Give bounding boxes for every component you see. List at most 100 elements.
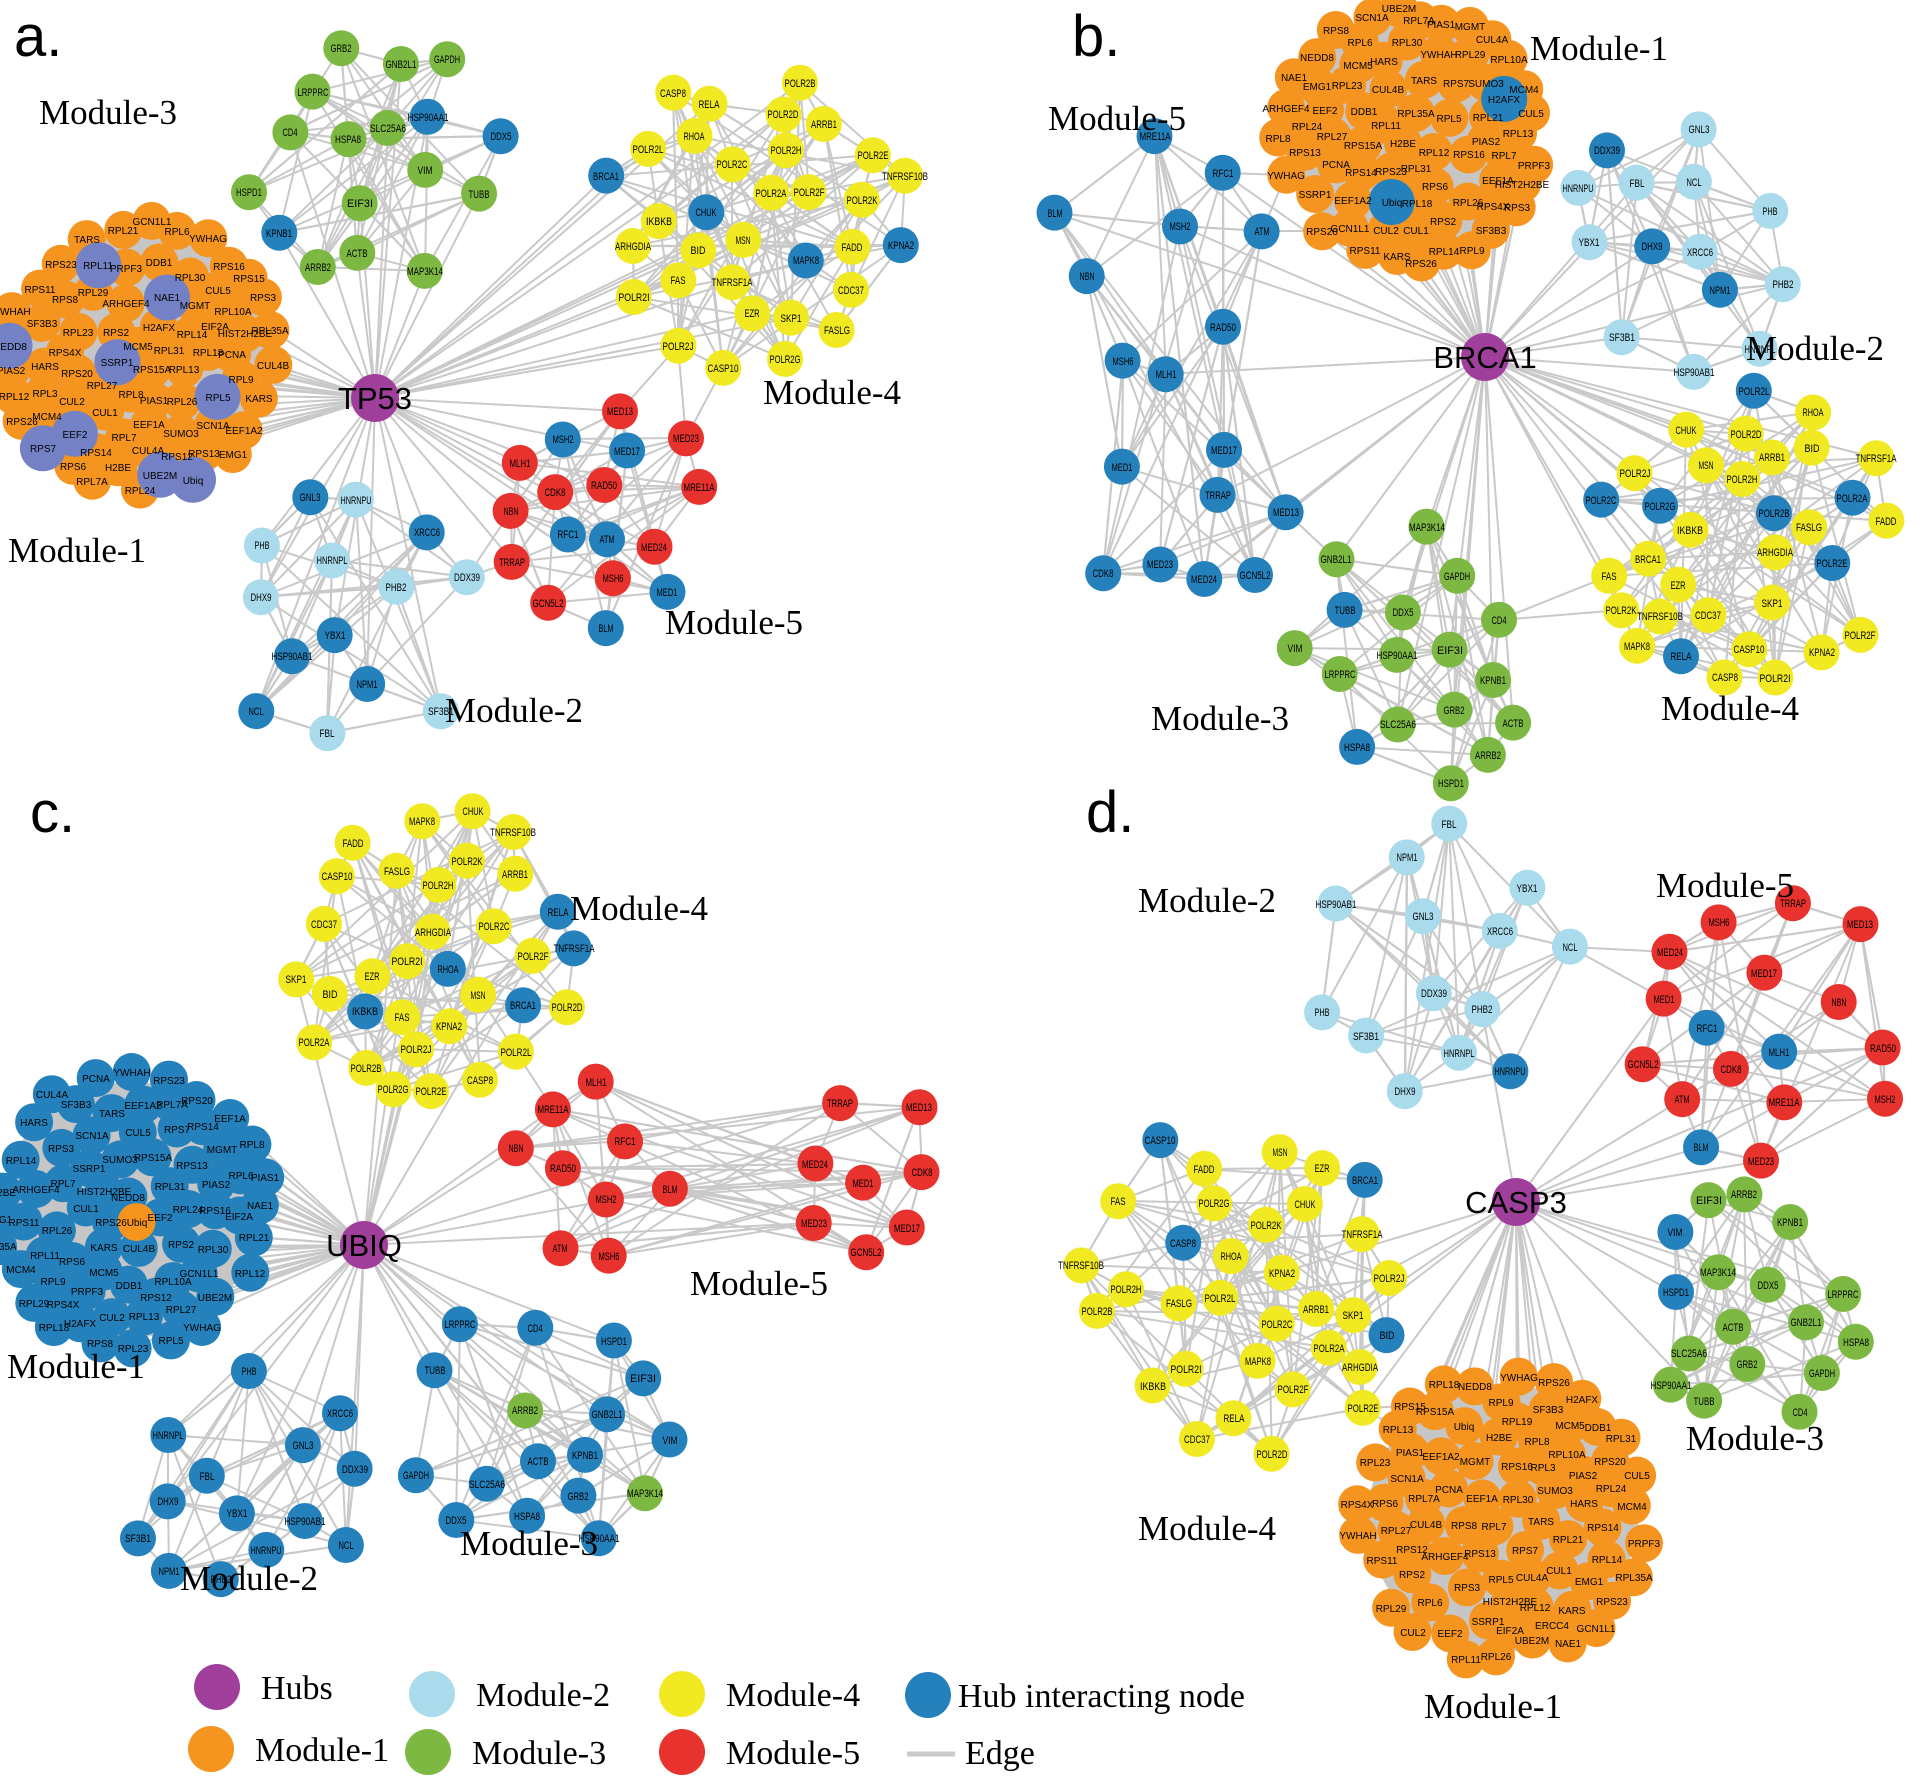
svg-text:RPL23: RPL23 xyxy=(1332,81,1363,92)
svg-text:NPM1: NPM1 xyxy=(1397,852,1418,864)
svg-text:POLR2B: POLR2B xyxy=(785,78,816,90)
svg-text:RPL29: RPL29 xyxy=(19,1299,50,1310)
svg-text:RPL18: RPL18 xyxy=(1402,199,1433,210)
svg-text:DDB1: DDB1 xyxy=(116,1281,143,1292)
svg-text:ARRB2: ARRB2 xyxy=(1731,1189,1757,1201)
svg-text:RPS20: RPS20 xyxy=(1594,1457,1626,1468)
svg-text:HNRNPL: HNRNPL xyxy=(1444,1048,1475,1060)
svg-text:FASLG: FASLG xyxy=(1166,1298,1192,1310)
svg-text:RPL3: RPL3 xyxy=(1530,1463,1555,1474)
svg-text:KPNB1: KPNB1 xyxy=(572,1450,598,1462)
svg-text:RPS23: RPS23 xyxy=(45,260,77,271)
svg-text:RPL5: RPL5 xyxy=(1488,1575,1513,1586)
svg-text:GNL3: GNL3 xyxy=(300,492,321,504)
svg-text:CDC37: CDC37 xyxy=(1695,610,1721,622)
svg-text:CUL1: CUL1 xyxy=(73,1204,99,1215)
svg-text:PHB: PHB xyxy=(242,1366,257,1378)
svg-text:MSH2: MSH2 xyxy=(1170,221,1191,233)
svg-text:POLR2A: POLR2A xyxy=(1314,1343,1345,1355)
svg-text:Module-2: Module-2 xyxy=(476,1677,610,1714)
svg-text:TNFRSF1A: TNFRSF1A xyxy=(1342,1229,1383,1241)
svg-text:H2BE: H2BE xyxy=(105,463,131,474)
svg-text:RPS26: RPS26 xyxy=(1405,259,1437,270)
svg-text:HNRNPU: HNRNPU xyxy=(251,1545,282,1557)
svg-text:HNRNPU: HNRNPU xyxy=(341,495,372,507)
svg-text:RPL10A: RPL10A xyxy=(1548,1450,1586,1461)
svg-text:GCN1L1: GCN1L1 xyxy=(1577,1624,1616,1635)
svg-text:POLR2D: POLR2D xyxy=(768,109,799,121)
svg-text:RPL11: RPL11 xyxy=(30,1251,60,1262)
svg-text:HSPA8: HSPA8 xyxy=(1843,1337,1869,1349)
svg-text:RPL6: RPL6 xyxy=(164,227,189,238)
svg-text:RPL6: RPL6 xyxy=(1347,38,1372,49)
svg-text:Ubiq: Ubiq xyxy=(127,1218,148,1229)
svg-text:CUL2: CUL2 xyxy=(1400,1628,1426,1639)
svg-text:POLR2I: POLR2I xyxy=(619,292,650,304)
svg-text:XRCC6: XRCC6 xyxy=(1487,926,1513,938)
svg-text:TRRAP: TRRAP xyxy=(1205,490,1231,502)
svg-text:EEF1A: EEF1A xyxy=(133,420,165,431)
svg-text:RPS13: RPS13 xyxy=(1289,148,1321,159)
svg-text:MED23: MED23 xyxy=(673,433,699,445)
svg-text:GAPDH: GAPDH xyxy=(1809,1368,1835,1380)
svg-text:IKBKB: IKBKB xyxy=(646,216,672,228)
svg-text:KPNB1: KPNB1 xyxy=(1777,1217,1803,1229)
svg-text:POLR2G: POLR2G xyxy=(770,354,801,366)
svg-text:RPL21: RPL21 xyxy=(1553,1535,1584,1546)
svg-text:CDK8: CDK8 xyxy=(1721,1064,1742,1076)
svg-text:CHUK: CHUK xyxy=(696,207,717,219)
svg-text:SF3B1: SF3B1 xyxy=(1609,332,1635,344)
svg-text:POLR2A: POLR2A xyxy=(299,1037,330,1049)
svg-text:CDC37: CDC37 xyxy=(311,919,337,931)
svg-text:POLR2E: POLR2E xyxy=(1817,558,1848,570)
svg-text:CASP10: CASP10 xyxy=(1145,1135,1176,1147)
svg-text:Module-1: Module-1 xyxy=(255,1732,389,1769)
svg-text:POLR2K: POLR2K xyxy=(1251,1220,1282,1232)
svg-text:UBIQ: UBIQ xyxy=(326,1228,402,1263)
svg-text:Ubiq: Ubiq xyxy=(1454,1422,1475,1433)
svg-text:MED13: MED13 xyxy=(906,1102,932,1114)
svg-text:RFC1: RFC1 xyxy=(615,1136,636,1148)
svg-text:CUL1: CUL1 xyxy=(1546,1566,1572,1577)
svg-text:DHX9: DHX9 xyxy=(251,592,272,604)
svg-text:DDX39: DDX39 xyxy=(454,572,480,584)
svg-text:VIM: VIM xyxy=(1288,643,1303,655)
svg-text:NBN: NBN xyxy=(1832,997,1847,1009)
svg-text:POLR2J: POLR2J xyxy=(401,1044,432,1056)
svg-text:TARS: TARS xyxy=(74,235,100,246)
svg-text:HNRNPL: HNRNPL xyxy=(153,1430,184,1442)
svg-text:POLR2I: POLR2I xyxy=(1171,1364,1202,1376)
svg-text:SKP1: SKP1 xyxy=(1343,1310,1364,1322)
svg-text:NPM1: NPM1 xyxy=(357,679,378,691)
svg-text:CASP8: CASP8 xyxy=(1170,1238,1196,1250)
svg-text:RPS14: RPS14 xyxy=(187,1122,219,1133)
svg-text:GCN5L2: GCN5L2 xyxy=(1240,570,1271,582)
svg-text:RPS8: RPS8 xyxy=(52,295,79,306)
svg-text:CASP10: CASP10 xyxy=(708,363,739,375)
svg-text:RPS6: RPS6 xyxy=(60,462,87,473)
svg-text:RPS11: RPS11 xyxy=(1350,246,1381,257)
svg-text:EIF2A: EIF2A xyxy=(201,322,229,333)
svg-text:ACTB: ACTB xyxy=(347,248,368,260)
svg-text:DDX5: DDX5 xyxy=(1393,607,1414,619)
svg-text:RPS16: RPS16 xyxy=(1501,1462,1533,1473)
svg-text:Module-3: Module-3 xyxy=(39,93,177,132)
svg-text:TNFRSF1A: TNFRSF1A xyxy=(1856,453,1897,465)
svg-text:NEDD8: NEDD8 xyxy=(0,342,27,353)
svg-text:MED24: MED24 xyxy=(1657,947,1683,959)
svg-text:POLR2J: POLR2J xyxy=(1620,468,1651,480)
svg-text:ATM: ATM xyxy=(1255,226,1270,238)
svg-text:MED13: MED13 xyxy=(1847,919,1873,931)
svg-text:EEF2: EEF2 xyxy=(147,1213,172,1224)
svg-text:YWHAH: YWHAH xyxy=(1339,1531,1376,1542)
svg-text:GRB2: GRB2 xyxy=(1737,1359,1758,1371)
svg-text:MED24: MED24 xyxy=(1191,574,1217,586)
svg-text:RPL7A: RPL7A xyxy=(1403,16,1435,27)
svg-text:GCN1L1: GCN1L1 xyxy=(1331,224,1370,235)
svg-text:NBN: NBN xyxy=(509,1143,524,1155)
svg-text:NBN: NBN xyxy=(504,506,519,518)
svg-text:GCN1L1: GCN1L1 xyxy=(180,1269,219,1280)
svg-text:SCN1A: SCN1A xyxy=(1390,1474,1424,1485)
svg-text:MAP3K14: MAP3K14 xyxy=(627,1488,663,1500)
svg-text:RPL35A: RPL35A xyxy=(251,326,289,337)
